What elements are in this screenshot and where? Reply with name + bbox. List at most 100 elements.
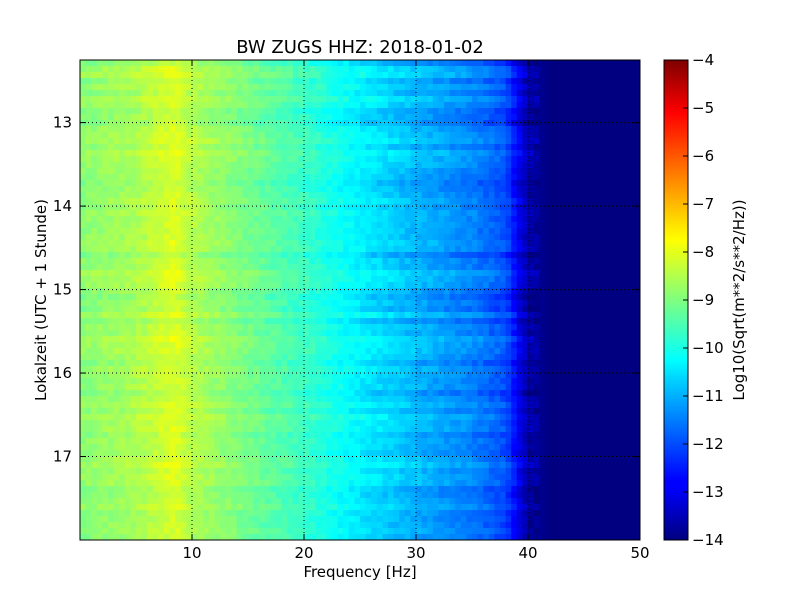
heatmap-cell: [354, 198, 361, 205]
heatmap-cell: [197, 228, 204, 235]
heatmap-cell: [270, 270, 277, 277]
heatmap-cell: [108, 114, 115, 121]
heatmap-cell: [371, 78, 378, 85]
heatmap-cell: [472, 240, 479, 247]
heatmap-cell: [147, 132, 154, 139]
heatmap-cell: [528, 300, 535, 307]
heatmap-cell: [544, 168, 551, 175]
heatmap-cell: [494, 348, 501, 355]
heatmap-cell: [141, 252, 148, 259]
heatmap-cell: [281, 198, 288, 205]
heatmap-cell: [427, 246, 434, 253]
heatmap-cell: [348, 240, 355, 247]
heatmap-cell: [432, 72, 439, 79]
heatmap-cell: [102, 336, 109, 343]
heatmap-cell: [281, 114, 288, 121]
heatmap-cell: [141, 240, 148, 247]
heatmap-cell: [304, 288, 311, 295]
heatmap-cell: [612, 198, 619, 205]
heatmap-cell: [561, 270, 568, 277]
heatmap-cell: [416, 108, 423, 115]
heatmap-cell: [393, 276, 400, 283]
heatmap-cell: [382, 180, 389, 187]
heatmap-cell: [136, 84, 143, 91]
heatmap-cell: [141, 96, 148, 103]
heatmap-cell: [410, 246, 417, 253]
heatmap-cell: [348, 270, 355, 277]
heatmap-cell: [500, 288, 507, 295]
heatmap-cell: [578, 90, 585, 97]
heatmap-cell: [298, 210, 305, 217]
heatmap-cell: [332, 252, 339, 259]
heatmap-cell: [270, 156, 277, 163]
heatmap-cell: [80, 174, 87, 181]
heatmap-cell: [628, 102, 635, 109]
heatmap-cell: [556, 144, 563, 151]
heatmap-cell: [242, 90, 249, 97]
heatmap-cell: [477, 162, 484, 169]
heatmap-cell: [192, 276, 199, 283]
heatmap-cell: [214, 258, 221, 265]
heatmap-cell: [623, 198, 630, 205]
heatmap-cell: [231, 228, 238, 235]
heatmap-cell: [623, 276, 630, 283]
heatmap-cell: [292, 60, 299, 67]
heatmap-cell: [119, 300, 126, 307]
heatmap-cell: [488, 246, 495, 253]
heatmap-cell: [584, 180, 591, 187]
heatmap-cell: [421, 126, 428, 133]
heatmap-cell: [578, 120, 585, 127]
heatmap-cell: [449, 66, 456, 73]
heatmap-cell: [141, 180, 148, 187]
heatmap-cell: [343, 144, 350, 151]
heatmap-cell: [421, 282, 428, 289]
heatmap-cell: [309, 174, 316, 181]
heatmap-cell: [152, 276, 159, 283]
heatmap-cell: [444, 216, 451, 223]
heatmap-cell: [522, 126, 529, 133]
heatmap-cell: [500, 84, 507, 91]
heatmap-cell: [281, 312, 288, 319]
heatmap-cell: [208, 234, 215, 241]
heatmap-cell: [208, 108, 215, 115]
heatmap-cell: [320, 252, 327, 259]
heatmap-cell: [427, 102, 434, 109]
heatmap-cell: [500, 120, 507, 127]
heatmap-cell: [119, 288, 126, 295]
heatmap-cell: [236, 78, 243, 85]
heatmap-cell: [634, 228, 640, 235]
heatmap-cell: [108, 78, 115, 85]
heatmap-cell: [214, 114, 221, 121]
heatmap-cell: [455, 306, 462, 313]
heatmap-cell: [628, 264, 635, 271]
heatmap-cell: [91, 276, 98, 283]
heatmap-cell: [528, 342, 535, 349]
heatmap-cell: [264, 252, 271, 259]
heatmap-cell: [147, 138, 154, 145]
heatmap-cell: [449, 144, 456, 151]
heatmap-cell: [444, 162, 451, 169]
heatmap-cell: [287, 60, 294, 67]
heatmap-cell: [410, 258, 417, 265]
heatmap-cell: [416, 126, 423, 133]
heatmap-cell: [567, 228, 574, 235]
heatmap-cell: [410, 138, 417, 145]
heatmap-cell: [113, 252, 120, 259]
heatmap-cell: [623, 222, 630, 229]
heatmap-cell: [231, 246, 238, 253]
heatmap-cell: [326, 240, 333, 247]
heatmap-cell: [360, 156, 367, 163]
heatmap-cell: [169, 204, 176, 211]
heatmap-cell: [186, 240, 193, 247]
heatmap-cell: [438, 336, 445, 343]
heatmap-cell: [550, 288, 557, 295]
heatmap-cell: [360, 150, 367, 157]
heatmap-cell: [561, 96, 568, 103]
heatmap-cell: [225, 162, 232, 169]
heatmap-cell: [466, 312, 473, 319]
heatmap-cell: [124, 60, 131, 67]
heatmap-cell: [91, 114, 98, 121]
heatmap-cell: [376, 78, 383, 85]
heatmap-cell: [147, 108, 154, 115]
heatmap-cell: [281, 96, 288, 103]
